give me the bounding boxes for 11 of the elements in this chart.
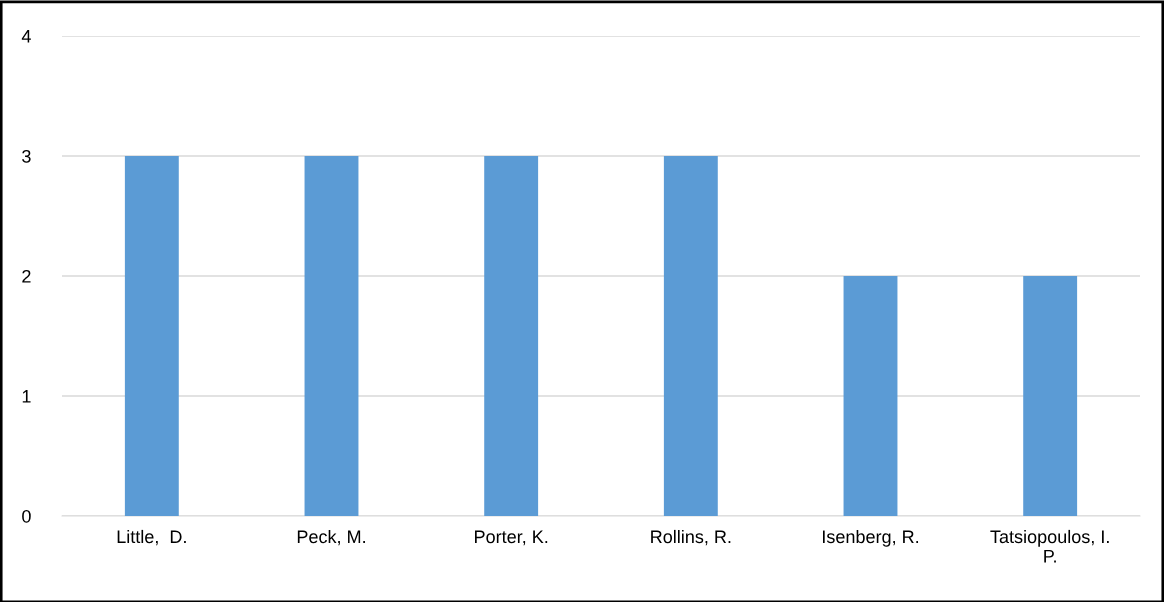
- x-tick-label: Peck, M.: [297, 529, 365, 546]
- x-tick-label: Rollins, R.: [651, 529, 731, 546]
- x-tick-label: Isenberg, R.: [822, 529, 919, 547]
- y-tick-label: 1: [22, 390, 31, 403]
- y-tick-label: 4: [21, 30, 31, 43]
- x-tick-label: Porter, K.: [475, 530, 548, 546]
- y-tick-label: 2: [22, 269, 31, 283]
- x-tick-label: Little, D.: [117, 529, 186, 546]
- x-tick-label: Tatsiopoulos, I. P.: [990, 529, 1109, 563]
- y-tick-label: 3: [22, 149, 31, 163]
- y-tick-label: 0: [22, 509, 31, 523]
